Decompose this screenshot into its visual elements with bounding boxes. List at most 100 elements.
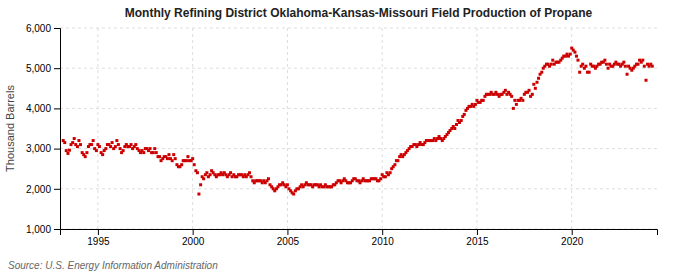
point — [77, 139, 80, 142]
point — [202, 177, 205, 180]
point — [393, 163, 396, 166]
x-axis-tick-label: 2005 — [277, 236, 300, 247]
point — [71, 141, 74, 144]
grid-line-x — [192, 28, 193, 229]
point — [153, 147, 156, 150]
point — [84, 155, 87, 158]
x-axis-tick-mark — [287, 229, 288, 235]
title: Monthly Refining District Oklahoma-Kansa… — [125, 6, 593, 20]
point — [455, 123, 458, 126]
y-axis-tick-mark — [54, 189, 60, 190]
point — [109, 145, 112, 148]
point — [651, 65, 654, 68]
y-axis-tick-label: 1,000 — [26, 224, 51, 235]
point — [65, 149, 68, 152]
point — [513, 99, 516, 102]
point — [76, 145, 79, 148]
grid-line-x — [571, 28, 572, 229]
point — [158, 155, 161, 158]
point — [624, 65, 627, 68]
chart-container: 1995200020052010201520201,0002,0003,0004… — [0, 0, 675, 275]
x-axis-tick-label: 2000 — [182, 236, 205, 247]
point — [626, 73, 629, 76]
point — [166, 157, 169, 160]
point — [185, 159, 188, 162]
y-axis: 1,000 2,000 3,000 4,000 5,000 6,000 — [26, 23, 61, 235]
point — [379, 177, 382, 180]
source-note: Source: U.S. Energy Information Administ… — [8, 260, 218, 271]
y-axis-tick: 3,000 — [26, 143, 60, 154]
point — [119, 147, 122, 150]
point — [186, 155, 189, 158]
point — [643, 65, 646, 68]
y-axis-tick: 2,000 — [26, 184, 60, 195]
point — [515, 103, 518, 106]
point — [250, 175, 253, 178]
point — [504, 89, 507, 92]
x-axis-tick: 2015 — [466, 229, 489, 247]
x-axis-tick-mark — [572, 229, 573, 235]
x-axis-tick: 2005 — [277, 229, 300, 247]
point — [104, 147, 107, 150]
point — [115, 139, 118, 142]
point — [637, 63, 640, 66]
point — [267, 177, 270, 180]
point — [229, 171, 232, 174]
x-axis-tick-mark — [193, 229, 194, 235]
point — [167, 153, 170, 156]
grid-line-y — [60, 68, 657, 69]
grid-line-y — [60, 148, 657, 149]
point — [641, 59, 644, 62]
point — [463, 113, 466, 116]
point — [569, 53, 572, 56]
point — [209, 173, 212, 176]
marks — [62, 47, 654, 196]
grid-line-y — [60, 28, 657, 29]
point — [101, 153, 104, 156]
y-axis-tick-mark — [54, 108, 60, 109]
point — [286, 183, 289, 186]
point — [180, 163, 183, 166]
point — [550, 63, 553, 66]
point — [576, 59, 579, 62]
point — [114, 145, 117, 148]
y-axis-tick-mark — [54, 28, 60, 29]
grid-line-y — [60, 108, 657, 109]
x-axis-tick-label: 2010 — [372, 236, 395, 247]
point — [174, 157, 177, 160]
x-axis-tick-label: 2020 — [561, 236, 584, 247]
point — [581, 63, 584, 66]
point — [510, 95, 513, 98]
y-axis-tick-label: 6,000 — [26, 23, 51, 34]
y-axis-tick: 4,000 — [26, 103, 60, 114]
point — [155, 151, 158, 154]
x-axis: 199520002005201020152020 — [61, 229, 658, 247]
x-axis-line — [61, 230, 658, 236]
point — [122, 149, 125, 152]
point — [537, 77, 540, 80]
x-axis-tick: 2010 — [372, 229, 395, 247]
point — [551, 59, 554, 62]
point — [578, 71, 581, 74]
point — [92, 139, 95, 142]
point — [63, 141, 66, 144]
point — [588, 71, 591, 74]
point — [605, 63, 608, 66]
y-axis-line — [54, 29, 61, 230]
point — [79, 143, 82, 146]
point — [68, 149, 71, 152]
y-axis-tick-label: 5,000 — [26, 63, 51, 74]
point — [111, 141, 114, 144]
x-axis-tick-mark — [98, 229, 99, 235]
grid-line-y — [60, 188, 657, 189]
y-axis-title: Thousand Barrels — [4, 85, 16, 172]
grid-line-x — [287, 28, 288, 229]
point — [98, 145, 101, 148]
y-axis-tick-mark — [54, 68, 60, 69]
x-axis-tick-mark — [382, 229, 383, 235]
point — [534, 87, 537, 90]
point — [622, 61, 625, 64]
point — [95, 149, 98, 152]
point — [248, 171, 251, 174]
y-axis-tick-mark — [54, 149, 60, 150]
